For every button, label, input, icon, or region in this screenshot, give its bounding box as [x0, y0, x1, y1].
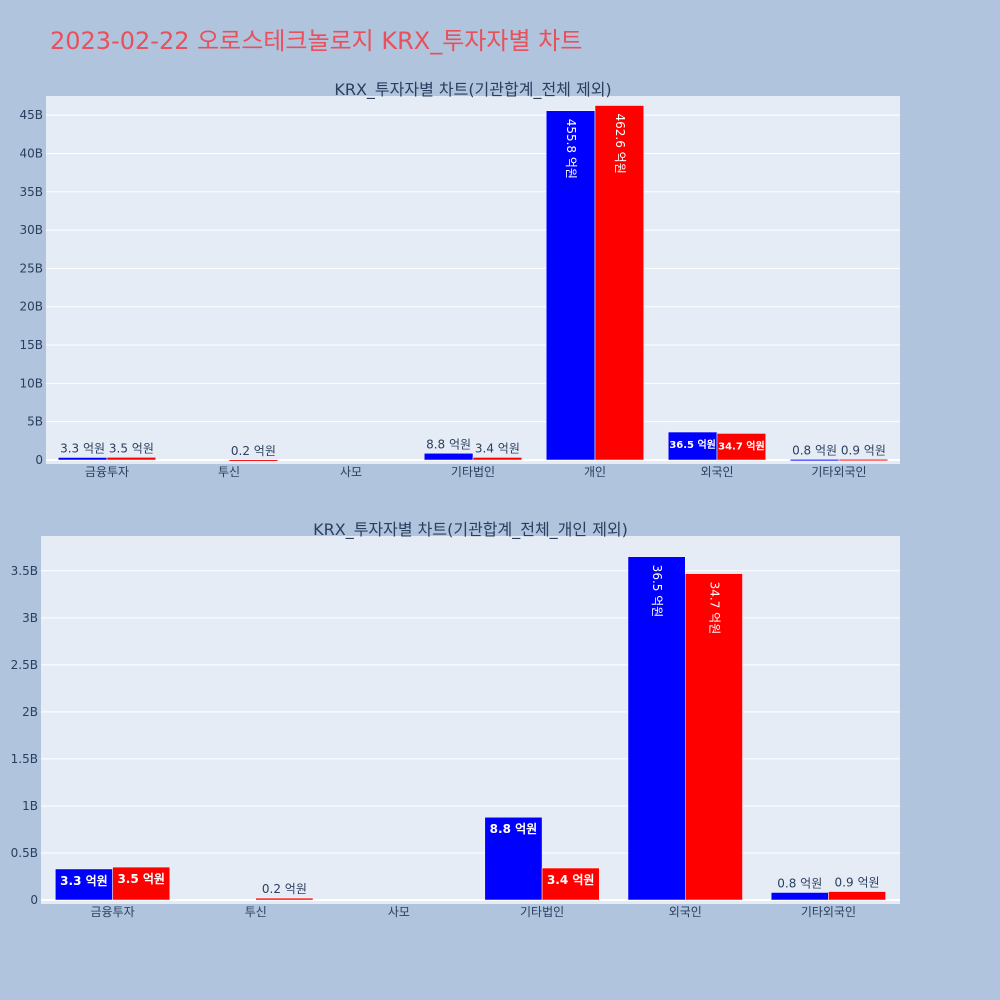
data-label: 0.2 억원: [262, 882, 307, 896]
data-label: 455.8 억원: [564, 119, 578, 179]
y-tick-label: 25B: [19, 261, 43, 275]
bar: [667, 431, 718, 461]
bar: [838, 459, 889, 462]
y-tick-label: 45B: [19, 108, 43, 122]
data-label: 0.9 억원: [841, 443, 886, 457]
y-tick-label: 0: [30, 893, 38, 907]
x-tick-label: 기타법인: [520, 905, 564, 919]
plot-area: [46, 96, 900, 464]
x-tick-label: 사모: [340, 465, 362, 479]
y-tick-label: 2B: [22, 705, 38, 719]
x-tick-label: 사모: [388, 905, 410, 919]
x-tick-label: 기타외국인: [811, 465, 866, 479]
plot-area: [41, 536, 900, 904]
y-tick-label: 2.5B: [11, 658, 38, 672]
y-tick-label: 1B: [22, 799, 38, 813]
bar: [106, 457, 157, 461]
data-label: 3.5 억원: [109, 441, 154, 455]
y-tick-label: 3B: [22, 611, 38, 625]
bar: [472, 457, 523, 461]
bar: [545, 110, 596, 461]
y-tick-label: 40B: [19, 146, 43, 160]
data-label: 3.3 억원: [60, 874, 108, 888]
data-label: 0.8 억원: [792, 443, 837, 457]
data-label: 3.3 억원: [60, 441, 105, 455]
x-tick-label: 개인: [584, 465, 606, 479]
y-tick-label: 0: [35, 453, 43, 467]
y-tick-label: 1.5B: [11, 752, 38, 766]
x-tick-label: 외국인: [669, 905, 702, 919]
bar: [423, 453, 474, 461]
data-label: 36.5 억원: [669, 438, 716, 451]
x-tick-label: 금융투자: [90, 905, 134, 919]
bar: [789, 459, 840, 462]
x-tick-label: 기타외국인: [801, 905, 856, 919]
bar: [770, 892, 829, 901]
bar: [594, 105, 645, 461]
bar: [716, 433, 767, 461]
x-tick-label: 기타법인: [451, 465, 495, 479]
x-tick-label: 금융투자: [85, 465, 129, 479]
data-label: 8.8 억원: [490, 822, 538, 836]
data-label: 3.4 억원: [475, 441, 520, 455]
bar: [57, 457, 108, 461]
data-label: 462.6 억원: [613, 114, 627, 174]
y-tick-label: 20B: [19, 300, 43, 314]
bar: [484, 816, 543, 901]
bar: [228, 459, 279, 462]
data-label: 8.8 억원: [426, 437, 471, 451]
chart-bottom: KRX_투자자별 차트(기관합계_전체_개인 제외) 0 0.5B 1B 1.5B 2B 2…: [11, 520, 900, 919]
bar: [112, 866, 171, 901]
y-tick-label: 0.5B: [11, 846, 38, 860]
data-label: 34.7 억원: [718, 439, 765, 452]
data-label: 0.9 억원: [835, 876, 880, 890]
y-tick-label: 5B: [27, 415, 43, 429]
y-tick-label: 3.5B: [11, 564, 38, 578]
bar: [627, 556, 686, 901]
chart-title: KRX_투자자별 차트(기관합계_전체_개인 제외): [313, 520, 628, 540]
bar: [685, 573, 743, 901]
x-tick-label: 투신: [218, 465, 240, 479]
chart-title: KRX_투자자별 차트(기관합계_전체 제외): [334, 80, 611, 100]
data-label: 0.8 억원: [777, 876, 822, 890]
data-label: 0.2 억원: [231, 444, 276, 458]
bar: [541, 867, 600, 901]
bar: [828, 891, 886, 901]
page-title: 2023-02-22 오로스테크놀로지 KRX_투자자별 차트: [50, 27, 582, 55]
data-label: 3.4 억원: [547, 873, 595, 887]
y-tick-label: 15B: [19, 338, 43, 352]
chart-top: KRX_투자자별 차트(기관합계_전체 제외) 0 5B 10B 15B 20B 25B 30…: [19, 80, 900, 479]
x-tick-label: 투신: [245, 905, 267, 919]
y-tick-label: 35B: [19, 185, 43, 199]
bar: [255, 897, 314, 901]
y-tick-label: 10B: [19, 376, 43, 390]
y-tick-label: 30B: [19, 223, 43, 237]
data-label: 36.5 억원: [650, 565, 664, 618]
data-label: 3.5 억원: [117, 872, 165, 886]
x-tick-label: 외국인: [700, 465, 733, 479]
data-label: 34.7 억원: [707, 582, 721, 635]
